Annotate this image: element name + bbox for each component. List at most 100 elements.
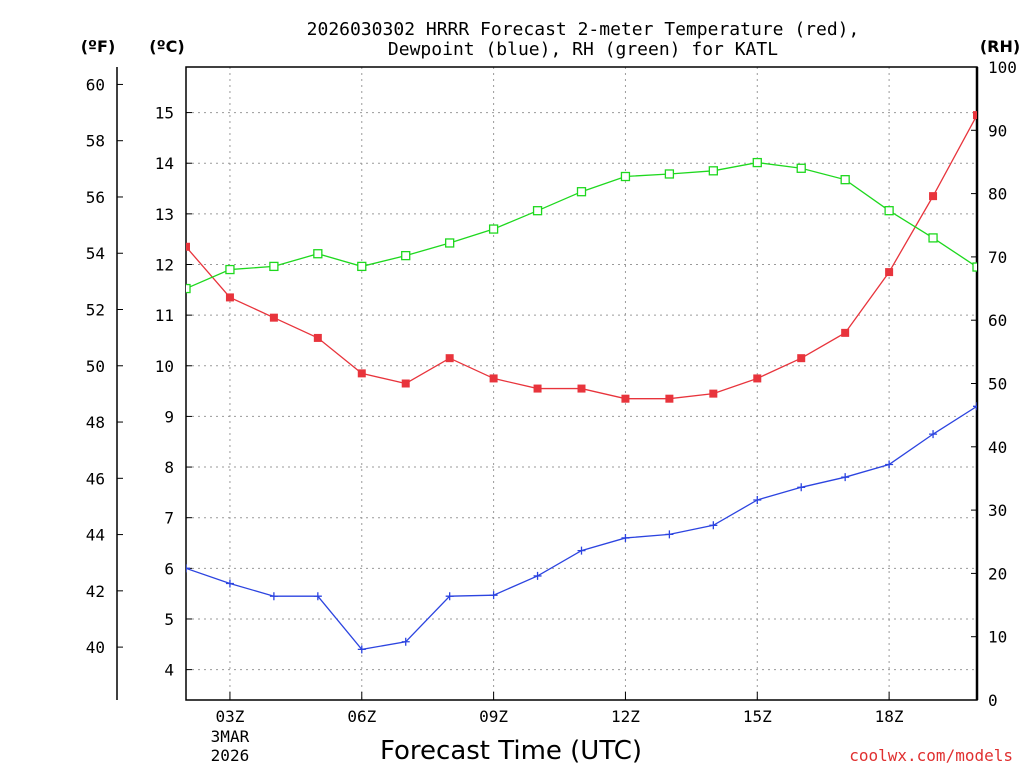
- rh-point: [269, 261, 279, 272]
- temperature-point: [929, 192, 938, 201]
- rh-point: [664, 169, 675, 179]
- dewpoint-point: [929, 430, 938, 439]
- dewpoint-point: [401, 637, 410, 646]
- dewpoint-point: [973, 402, 977, 411]
- x-axis-title: Forecast Time (UTC): [380, 736, 642, 766]
- fahrenheit-tick-label: 44: [86, 526, 105, 545]
- dewpoint-point: [577, 546, 586, 555]
- x-tick-label: 03Z: [215, 707, 244, 726]
- dewpoint-line: [186, 405, 977, 651]
- x-tick-label: 09Z: [479, 707, 508, 726]
- temperature-point: [533, 384, 542, 393]
- fahrenheit-tick-label: 56: [86, 188, 105, 207]
- rh-tick-label: 50: [988, 375, 1007, 394]
- temperature-point: [445, 354, 454, 363]
- temperature-point: [401, 379, 410, 388]
- temperature-point: [797, 354, 806, 363]
- chart-subtitle: Dewpoint (blue), RH (green) for KATL: [388, 39, 778, 60]
- x-tick-label: 15Z: [743, 707, 772, 726]
- fahrenheit-tick-label: 46: [86, 469, 105, 488]
- dewpoint-point: [533, 571, 542, 580]
- dewpoint-point: [709, 521, 718, 530]
- celsius-tick-label: 15: [155, 104, 174, 123]
- dewpoint-point: [753, 495, 762, 504]
- celsius-tick-label: 12: [155, 255, 174, 274]
- celsius-tick-label: 9: [164, 407, 174, 426]
- rh-tick-label: 90: [988, 121, 1007, 140]
- celsius-tick-label: 11: [155, 306, 174, 325]
- rh-tick-label: 80: [988, 185, 1007, 204]
- dewpoint-point: [621, 533, 630, 542]
- rh-point: [752, 157, 762, 168]
- celsius-tick-label: 13: [155, 205, 174, 224]
- x-tick-label: 06Z: [347, 707, 376, 726]
- dewpoint-point: [313, 592, 322, 601]
- celsius-tick-label: 5: [164, 610, 174, 629]
- fahrenheit-tick-label: 48: [86, 413, 105, 432]
- temperature-point: [621, 394, 630, 403]
- rh-line: [186, 161, 977, 290]
- temperature-point: [709, 389, 718, 398]
- rh-point: [576, 187, 587, 197]
- rh-point: [972, 262, 977, 272]
- dewpoint-point: [225, 579, 234, 588]
- rh-tick-label: 0: [988, 691, 998, 710]
- rh-point: [401, 250, 411, 261]
- temperature-point: [841, 328, 850, 337]
- rh-point: [620, 171, 631, 182]
- temperature-point: [357, 369, 366, 378]
- celsius-tick-label: 14: [155, 154, 174, 173]
- rh-tick-label: 70: [988, 248, 1007, 267]
- temperature-point: [269, 313, 278, 322]
- temperature-point: [753, 374, 762, 383]
- chart-title: 2026030302 HRRR Forecast 2-meter Tempera…: [307, 19, 860, 40]
- rh-tick-label: 100: [988, 58, 1017, 77]
- rh-tick-label: 30: [988, 501, 1007, 520]
- temperature-series: [186, 111, 977, 403]
- plot-frame: [185, 66, 978, 701]
- rh-point: [928, 233, 938, 243]
- dewpoint-point: [885, 460, 894, 469]
- dewpoint-point: [357, 645, 366, 654]
- temperature-point: [186, 242, 190, 251]
- dewpoint-point: [841, 473, 850, 482]
- temperature-point: [973, 111, 977, 120]
- rh-point: [532, 206, 543, 216]
- temperature-point: [577, 384, 586, 393]
- fahrenheit-tick-label: 40: [86, 638, 105, 657]
- rh-tick-label: 10: [988, 628, 1007, 647]
- x-year-label: 2026: [211, 746, 250, 765]
- rh-series: [186, 157, 977, 294]
- dewpoint-point: [269, 592, 278, 601]
- rh-tick-label: 60: [988, 311, 1007, 330]
- temperature-point: [225, 293, 234, 302]
- rh-point: [708, 166, 718, 176]
- fahrenheit-tick-label: 60: [86, 75, 105, 94]
- dewpoint-point: [797, 483, 806, 492]
- celsius-tick-label: 10: [155, 357, 174, 376]
- rh-point: [840, 175, 850, 185]
- celsius-tick-label: 6: [164, 559, 174, 578]
- dewpoint-point: [445, 592, 454, 601]
- rh-tick-label: 40: [988, 438, 1007, 457]
- grid-lines: [186, 67, 977, 700]
- fahrenheit-tick-label: 54: [86, 244, 105, 263]
- dewpoint-point: [489, 591, 498, 600]
- temperature-point: [489, 374, 498, 383]
- rh-tick-label: 20: [988, 564, 1007, 583]
- rh-point: [357, 261, 367, 272]
- rh-point: [488, 224, 499, 234]
- fahrenheit-tick-label: 58: [86, 132, 105, 151]
- celsius-tick-label: 8: [164, 458, 174, 477]
- rh-unit-label: (RH): [980, 37, 1020, 56]
- credit-link[interactable]: coolwx.com/models: [849, 746, 1013, 765]
- temperature-point: [665, 394, 674, 403]
- temperature-point: [885, 268, 894, 277]
- rh-point: [225, 264, 235, 275]
- fahrenheit-unit-label: (ºF): [81, 37, 116, 56]
- x-tick-label: 18Z: [875, 707, 904, 726]
- x-tick-label: 12Z: [611, 707, 640, 726]
- dewpoint-point: [665, 530, 674, 539]
